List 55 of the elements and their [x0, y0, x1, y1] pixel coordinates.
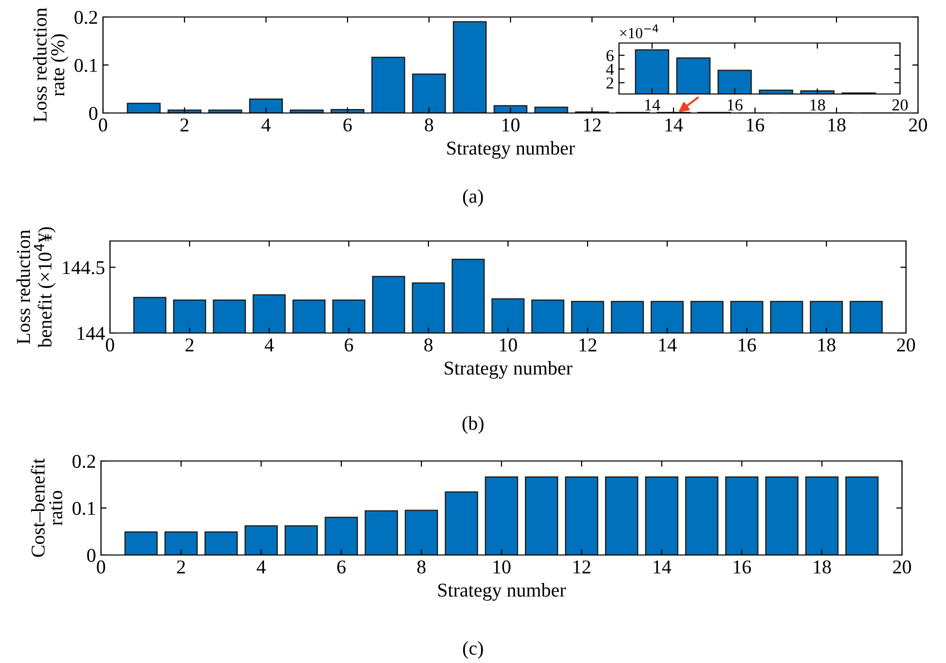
x-tick-label: 4: [262, 118, 271, 132]
x-tick-label: 12: [584, 118, 601, 132]
x-tick-label: 10: [500, 338, 517, 352]
x-tick-label: 4: [264, 338, 274, 352]
x-tick-label: 8: [417, 560, 426, 574]
x-tick-label: 8: [424, 338, 433, 352]
x-axis-title: Strategy number: [438, 583, 566, 601]
x-tick-label: 18: [828, 118, 846, 132]
x-tick-label: 14: [654, 560, 672, 574]
x-tick-label: 20: [897, 338, 915, 352]
y-axis-title: Cost–benefit ratio: [30, 458, 62, 557]
x-tick-label: 0: [106, 338, 114, 352]
y-tick-label: 0.1: [74, 58, 97, 72]
x-tick-label: 12: [580, 338, 596, 352]
x-tick-label: 6: [344, 338, 354, 352]
y-tick-label: 6: [606, 50, 614, 62]
y-tick-label: 0.2: [72, 454, 96, 468]
x-tick-label: 18: [814, 560, 831, 574]
x-tick-label: 16: [746, 118, 764, 132]
x-tick-label: 20: [893, 560, 911, 574]
x-tick-label: 16: [738, 338, 756, 352]
x-tick-label: 4: [256, 560, 266, 574]
x-tick-label: 10: [493, 560, 510, 574]
text: (b): [462, 416, 484, 434]
y-tick-label: 0.2: [74, 10, 98, 24]
text: (a): [463, 189, 483, 207]
y-tick-label: 144.5: [63, 261, 104, 274]
y-tick-label: 144: [78, 326, 105, 340]
y-axis-title: Loss reduction benefit (×10$^{4}$¥): [16, 227, 56, 348]
x-tick-label: 20: [909, 118, 927, 132]
x-tick-label: 8: [424, 118, 434, 132]
x-tick-label: 6: [343, 118, 352, 132]
x-tick-label: 16: [728, 99, 743, 111]
y-tick-label: 0.1: [72, 502, 95, 516]
x-tick-label: 18: [818, 338, 836, 352]
x-tick-label: 2: [177, 560, 185, 574]
text: (c): [463, 641, 483, 659]
x-tick-label: 2: [186, 338, 194, 352]
x-tick-label: 12: [574, 560, 590, 574]
y-tick-label: 0: [87, 548, 96, 562]
x-tick-label: 14: [659, 338, 677, 352]
x-tick-label: 20: [892, 99, 908, 111]
x-tick-label: 18: [810, 99, 826, 111]
x-tick-label: 14: [665, 118, 683, 132]
annotation: ×10$^{−4}$: [620, 24, 658, 38]
x-tick-label: 16: [734, 560, 751, 574]
x-axis-title: Strategy number: [447, 141, 575, 159]
y-axis-title: Loss reduction rate (%): [33, 8, 68, 122]
x-tick-label: 2: [180, 118, 188, 132]
x-tick-label: 14: [645, 99, 660, 110]
y-tick-label: 2: [606, 77, 614, 88]
x-tick-label: 10: [502, 118, 520, 132]
x-axis-title: Strategy number: [444, 361, 572, 379]
x-tick-label: 6: [337, 560, 346, 574]
y-tick-label: 4: [606, 64, 614, 75]
